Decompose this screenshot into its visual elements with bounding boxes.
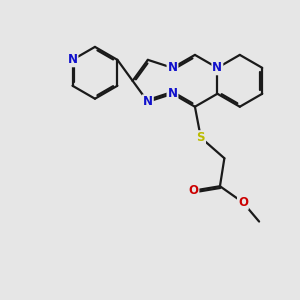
Text: N: N <box>143 95 153 108</box>
Text: N: N <box>167 87 178 100</box>
Text: N: N <box>68 53 77 66</box>
Text: O: O <box>238 196 248 209</box>
Text: O: O <box>188 184 199 197</box>
Text: N: N <box>167 61 178 74</box>
Text: S: S <box>196 131 205 144</box>
Text: N: N <box>212 61 222 74</box>
